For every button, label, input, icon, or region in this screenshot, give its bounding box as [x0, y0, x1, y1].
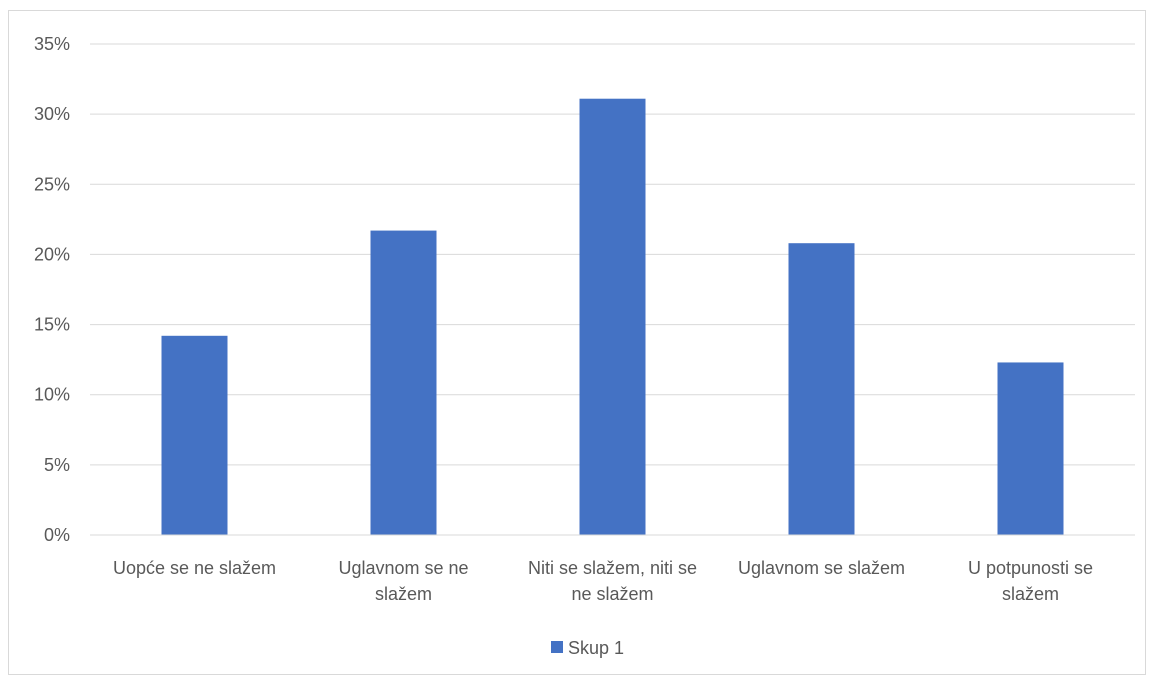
- legend-swatch: [551, 641, 563, 653]
- x-category-label: Uglavnom se slažem: [738, 558, 905, 578]
- bar: [161, 335, 228, 535]
- y-tick-label: 20%: [34, 244, 70, 264]
- bar: [788, 243, 855, 535]
- y-tick-label: 5%: [44, 455, 70, 475]
- legend-label: Skup 1: [568, 638, 624, 658]
- y-tick-label: 15%: [34, 315, 70, 335]
- y-tick-label: 30%: [34, 104, 70, 124]
- x-axis-category-labels: Uopće se ne slažem Uglavnom se ne slažem Ni…: [113, 558, 1093, 604]
- x-category-label: Niti se slažem, niti se ne slažem: [528, 558, 697, 604]
- y-tick-label: 10%: [34, 385, 70, 405]
- y-axis-tick-labels: 0% 5% 10% 15% 20% 25% 30% 35%: [34, 34, 70, 545]
- x-category-label: Uglavnom se ne slažem: [338, 558, 468, 604]
- y-tick-label: 25%: [34, 174, 70, 194]
- bar: [370, 230, 437, 535]
- bars: [161, 98, 1064, 535]
- legend: Skup 1: [551, 638, 624, 658]
- y-tick-label: 35%: [34, 34, 70, 54]
- x-category-label: Uopće se ne slažem: [113, 558, 276, 578]
- y-tick-label: 0%: [44, 525, 70, 545]
- bar: [579, 98, 646, 535]
- x-category-label: U potpunosti se slažem: [968, 558, 1093, 604]
- bar: [997, 362, 1064, 535]
